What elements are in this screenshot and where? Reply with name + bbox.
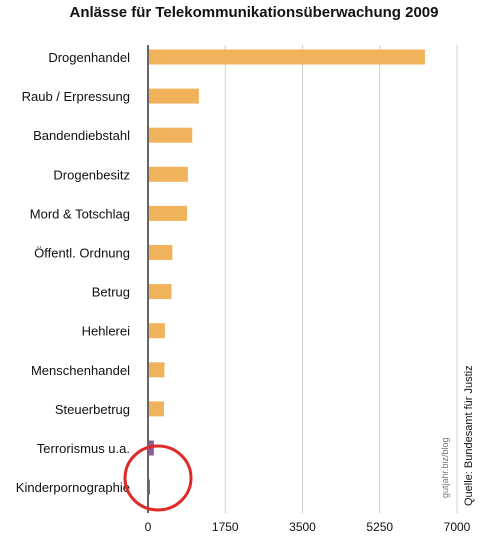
bar	[149, 245, 173, 260]
category-label: Bandendiebstahl	[33, 128, 130, 143]
category-label: Kinderpornographie	[16, 480, 130, 495]
bar	[149, 284, 172, 300]
x-tick-label: 3500	[289, 520, 316, 534]
gridlines	[224, 45, 458, 513]
bar	[149, 127, 193, 143]
bar	[149, 205, 187, 221]
x-tick-label: 7000	[444, 520, 471, 534]
bar	[149, 479, 150, 495]
bar	[149, 49, 425, 65]
category-labels: Drogenhandel Raub / Erpressung Bandendiebs…	[16, 50, 130, 495]
x-tick-label: 1750	[212, 520, 239, 534]
bar	[149, 166, 188, 182]
category-label: Mord & Totschlag	[30, 206, 130, 221]
category-label: Drogenbesitz	[53, 167, 130, 182]
category-label: Drogenhandel	[48, 50, 130, 65]
category-label: Raub / Erpressung	[22, 89, 130, 104]
category-label: Steuerbetrug	[55, 402, 130, 417]
category-label: Hehlerei	[82, 324, 131, 339]
bar	[149, 323, 165, 339]
x-tick-label: 0	[145, 520, 152, 534]
source-note: Quelle: Bundesamt für Justiz	[463, 365, 475, 506]
chart-title: Anlässe für Telekommunikationsüberwachun…	[70, 4, 439, 21]
x-tick-labels: 0 1750 3500 5250 7000	[145, 520, 471, 534]
x-tick-label: 5250	[366, 520, 393, 534]
category-label: Terrorismus u.a.	[37, 441, 130, 456]
bar	[149, 88, 199, 104]
category-label: Betrug	[92, 285, 130, 300]
bars	[149, 49, 425, 495]
bar	[149, 362, 165, 378]
category-label: Menschenhandel	[31, 363, 130, 378]
category-label: Öffentl. Ordnung	[34, 246, 130, 261]
watermark: gutjahr.biz/blog	[440, 437, 450, 498]
bar	[149, 401, 165, 417]
highlight-circle	[123, 444, 193, 512]
